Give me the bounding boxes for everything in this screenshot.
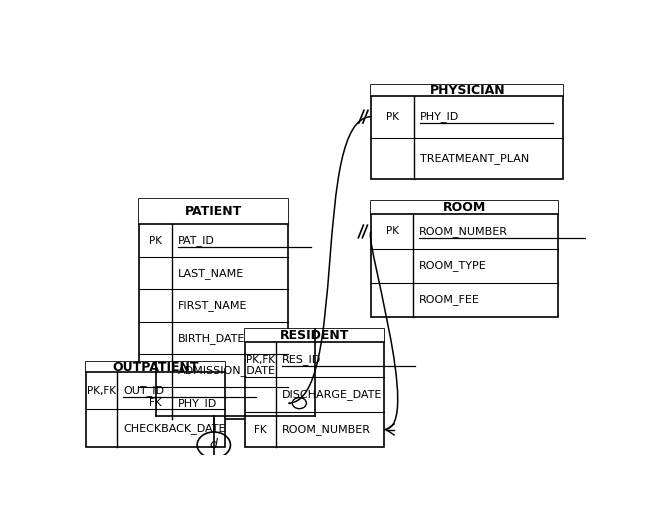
Bar: [139, 199, 288, 420]
Text: PK: PK: [149, 236, 162, 246]
Bar: [87, 362, 225, 447]
Text: d: d: [210, 438, 217, 451]
Bar: [245, 329, 384, 342]
Bar: [87, 362, 225, 372]
Text: CHECKBACK_DATE: CHECKBACK_DATE: [123, 423, 225, 434]
Text: PK: PK: [385, 226, 398, 237]
Text: ADMISSION_DATE: ADMISSION_DATE: [178, 365, 276, 376]
Text: PHYSICIAN: PHYSICIAN: [430, 84, 505, 97]
Text: LAST_NAME: LAST_NAME: [178, 268, 244, 278]
Bar: [372, 85, 563, 179]
Text: PATIENT: PATIENT: [185, 205, 242, 218]
Bar: [372, 201, 558, 214]
Text: PK: PK: [386, 112, 399, 122]
Text: FK: FK: [150, 398, 162, 408]
Text: ROOM_NUMBER: ROOM_NUMBER: [282, 424, 371, 435]
Bar: [372, 201, 558, 317]
Text: RES_ID: RES_ID: [282, 355, 321, 365]
Text: ROOM_NUMBER: ROOM_NUMBER: [419, 226, 508, 237]
Text: BIRTH_DATE: BIRTH_DATE: [178, 333, 245, 343]
Text: PHY_ID: PHY_ID: [420, 111, 459, 122]
Text: ROOM_FEE: ROOM_FEE: [419, 294, 480, 306]
Bar: [372, 85, 563, 96]
Text: OUTPATIENT: OUTPATIENT: [113, 361, 199, 374]
Text: FK: FK: [255, 425, 267, 434]
Text: OUT_ID: OUT_ID: [123, 385, 164, 396]
Text: TREATMEANT_PLAN: TREATMEANT_PLAN: [420, 153, 529, 164]
Text: PHY_ID: PHY_ID: [178, 398, 217, 409]
Text: ROOM: ROOM: [443, 201, 486, 214]
Text: FIRST_NAME: FIRST_NAME: [178, 300, 247, 311]
Text: PK,FK: PK,FK: [87, 386, 116, 396]
Bar: [245, 329, 384, 447]
Bar: [139, 199, 288, 224]
Text: DISCHARGE_DATE: DISCHARGE_DATE: [282, 389, 382, 400]
Text: PK,FK: PK,FK: [246, 355, 275, 365]
Text: PAT_ID: PAT_ID: [178, 235, 215, 246]
Text: ROOM_TYPE: ROOM_TYPE: [419, 260, 486, 271]
Text: RESIDENT: RESIDENT: [280, 329, 350, 342]
